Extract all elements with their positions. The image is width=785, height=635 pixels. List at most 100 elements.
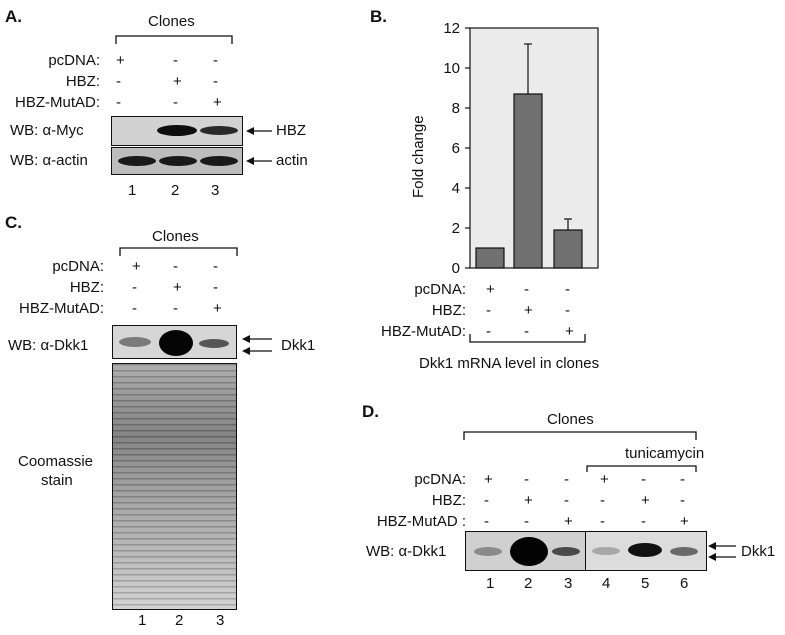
band: [199, 339, 229, 348]
coomassie-gel: [112, 363, 237, 610]
dkk1-blot-c: [112, 325, 237, 359]
bar-pcdna: [475, 247, 505, 269]
row-label-hbz-a: HBZ:: [65, 73, 100, 90]
stain-label: stain: [41, 472, 73, 489]
y-tick-label: 0: [452, 260, 460, 277]
sign: -: [680, 471, 685, 488]
band: [118, 156, 156, 166]
sign: -: [524, 281, 529, 298]
dkk1-blot-d-left: [465, 531, 587, 571]
panel-label-c: C.: [5, 213, 22, 232]
sign: -: [524, 471, 529, 488]
coomassie-label: Coomassie: [18, 453, 94, 470]
bracket-b: [469, 334, 586, 343]
row-label-mutad-d: HBZ-MutAD :: [376, 513, 466, 530]
tunicamycin-label: tunicamycin: [625, 445, 705, 462]
clones-label-a: Clones: [148, 13, 195, 30]
y-tick-label: 12: [443, 20, 460, 37]
y-tick-label: 4: [452, 180, 460, 197]
row-label-pcdna-c: pcDNA:: [52, 258, 104, 275]
sign: -: [641, 513, 646, 530]
panel-label-a: A.: [5, 7, 22, 26]
bracket-a: [115, 35, 233, 44]
sign: -: [132, 279, 137, 296]
sign: -: [486, 323, 491, 340]
wb-dkk1-label-d: WB: α-Dkk1: [366, 543, 447, 560]
sign: -: [173, 258, 178, 275]
band: [552, 547, 580, 556]
actin-blot: [111, 147, 243, 175]
sign: -: [600, 513, 605, 530]
lane-number: 4: [602, 575, 611, 592]
sign: +: [524, 492, 533, 509]
row-label-mutad-c: HBZ-MutAD:: [18, 300, 104, 317]
arrow-label-actin: actin: [276, 152, 308, 169]
sign: -: [213, 52, 218, 69]
lane-number: 3: [211, 182, 220, 199]
arrow-label-dkk1-d: Dkk1: [741, 543, 776, 560]
band: [157, 125, 197, 136]
sign: -: [173, 94, 178, 111]
band: [159, 156, 197, 166]
sign: +: [600, 471, 609, 488]
wb-dkk1-label-c: WB: α-Dkk1: [8, 337, 89, 354]
sign: +: [486, 281, 495, 298]
sign: -: [213, 73, 218, 90]
row-label-hbz-c: HBZ:: [69, 279, 104, 296]
lane-number: 3: [564, 575, 573, 592]
band: [628, 543, 662, 557]
sign: +: [213, 300, 222, 317]
sign: -: [641, 471, 646, 488]
sign: -: [565, 281, 570, 298]
band: [510, 537, 548, 566]
row-label-pcdna-d: pcDNA:: [414, 471, 466, 488]
sign: +: [173, 73, 182, 90]
bracket-d-clones: [463, 431, 697, 440]
sign: -: [565, 302, 570, 319]
sign: -: [564, 471, 569, 488]
band: [200, 156, 238, 166]
sign: -: [116, 73, 121, 90]
lane-number: 2: [524, 575, 533, 592]
sign: -: [680, 492, 685, 509]
band: [119, 337, 151, 347]
lane-number: 1: [128, 182, 137, 199]
arrow-label-dkk1-c: Dkk1: [281, 337, 316, 354]
panel-label-d: D.: [362, 402, 379, 421]
sign: -: [600, 492, 605, 509]
sign: +: [173, 279, 182, 296]
sign: +: [565, 323, 574, 340]
band: [670, 547, 698, 556]
panel-label-b: B.: [370, 7, 387, 26]
gel-bands: [113, 364, 236, 609]
chart-caption: Dkk1 mRNA level in clones: [419, 355, 600, 372]
y-tick-label: 8: [452, 100, 460, 117]
wb-actin-label: WB: α-actin: [10, 152, 88, 169]
bracket-c: [119, 247, 238, 256]
arrow-label-hbz: HBZ: [276, 122, 306, 139]
lane-number: 2: [175, 612, 184, 629]
clones-label-d: Clones: [547, 411, 594, 428]
band: [200, 126, 238, 135]
dkk1-blot-d-right: [585, 531, 707, 571]
sign: -: [564, 492, 569, 509]
sign: +: [132, 258, 141, 275]
sign: +: [524, 302, 533, 319]
lane-number: 3: [216, 612, 225, 629]
sign: -: [484, 513, 489, 530]
bar-hbz-mutad: [553, 229, 583, 269]
wb-myc-label: WB: α-Myc: [10, 122, 84, 139]
clones-label-c: Clones: [152, 228, 199, 245]
myc-blot: [111, 116, 243, 146]
y-tick-label: 6: [452, 140, 460, 157]
sign: -: [116, 94, 121, 111]
sign: +: [213, 94, 222, 111]
sign: +: [680, 513, 689, 530]
row-label-pcdna-a: pcDNA:: [48, 52, 100, 69]
lane-number: 6: [680, 575, 689, 592]
band: [474, 547, 502, 556]
row-label-mutad-b: HBZ-MutAD:: [380, 323, 466, 340]
sign: -: [213, 279, 218, 296]
sign: -: [524, 323, 529, 340]
